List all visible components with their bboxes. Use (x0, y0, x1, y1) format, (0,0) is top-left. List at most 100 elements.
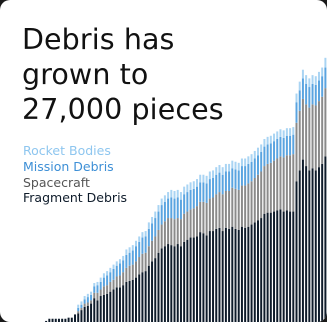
bar-rocket-bodies-68 (221, 167, 224, 175)
bar-mission-debris-70 (228, 171, 231, 191)
bar-fragment-debris-27 (90, 303, 93, 322)
bar-mission-debris-78 (253, 158, 256, 178)
bar-spacecraft-37 (122, 272, 125, 286)
bar-rocket-bodies-24 (80, 301, 83, 305)
bar-spacecraft-53 (173, 219, 176, 247)
bar-rocket-bodies-88 (285, 128, 288, 136)
bar-rocket-bodies-91 (295, 93, 298, 103)
bar-fragment-debris-41 (135, 277, 137, 322)
bar-fragment-debris-71 (231, 226, 234, 322)
bar-fragment-debris-59 (192, 237, 195, 322)
bar-rocket-bodies-49 (160, 198, 163, 206)
bar-rocket-bodies-71 (231, 160, 234, 169)
bar-spacecraft-79 (256, 174, 259, 221)
bar-spacecraft-89 (289, 155, 292, 212)
bar-mission-debris-54 (176, 197, 179, 219)
bar-mission-debris-46 (151, 223, 154, 241)
bar-spacecraft-69 (224, 190, 227, 228)
bar-spacecraft-29 (96, 292, 99, 301)
legend-item-fragment-debris: Fragment Debris (23, 190, 128, 206)
bar-rocket-bodies-66 (215, 167, 218, 175)
bar-mission-debris-93 (301, 78, 304, 99)
bar-fragment-debris-99 (321, 163, 324, 322)
bar-fragment-debris-86 (279, 209, 282, 322)
bar-mission-debris-44 (144, 236, 147, 253)
bar-spacecraft-65 (212, 197, 215, 232)
bar-mission-debris-96 (311, 83, 314, 105)
bar-rocket-bodies-84 (273, 133, 276, 142)
bar-fragment-debris-61 (199, 232, 202, 322)
bar-mission-debris-94 (305, 83, 308, 105)
bar-spacecraft-28 (93, 292, 96, 299)
bar-spacecraft-50 (163, 221, 166, 247)
bar-rocket-bodies-31 (102, 273, 105, 278)
bar-mission-debris-42 (138, 241, 141, 258)
bar-spacecraft-27 (90, 300, 93, 304)
bar-spacecraft-36 (118, 275, 121, 288)
bar-mission-debris-73 (237, 170, 240, 190)
bar-spacecraft-62 (202, 201, 205, 234)
bar-fragment-debris-23 (77, 313, 80, 322)
bar-mission-debris-43 (141, 237, 144, 254)
bar-rocket-bodies-37 (122, 255, 125, 261)
bar-fragment-debris-21 (70, 317, 73, 322)
bar-mission-debris-39 (128, 252, 131, 266)
bar-mission-debris-58 (189, 189, 192, 210)
bar-rocket-bodies-45 (147, 222, 150, 229)
bar-spacecraft-47 (154, 236, 157, 259)
bar-rocket-bodies-47 (154, 211, 157, 219)
bar-mission-debris-92 (298, 90, 301, 111)
bar-spacecraft-64 (208, 198, 211, 232)
bar-rocket-bodies-26 (86, 293, 89, 298)
bar-rocket-bodies-53 (173, 190, 176, 199)
bar-fragment-debris-50 (163, 246, 166, 322)
bar-fragment-debris-17 (57, 318, 60, 322)
bar-rocket-bodies-76 (247, 156, 250, 164)
bar-fragment-debris-64 (208, 231, 211, 322)
bar-fragment-debris-25 (83, 306, 86, 322)
bar-spacecraft-99 (321, 96, 324, 164)
bar-spacecraft-92 (298, 110, 301, 171)
bar-spacecraft-81 (263, 166, 266, 214)
bar-spacecraft-78 (253, 177, 256, 223)
bar-mission-debris-59 (192, 188, 195, 209)
bar-mission-debris-90 (292, 134, 295, 155)
bar-rocket-bodies-56 (183, 186, 186, 195)
bar-fragment-debris-85 (276, 210, 279, 322)
bar-fragment-debris-75 (244, 227, 247, 322)
bar-mission-debris-86 (279, 136, 282, 157)
bar-mission-debris-87 (282, 137, 285, 158)
bar-fragment-debris-60 (196, 236, 198, 322)
bar-fragment-debris-48 (157, 252, 160, 322)
bar-spacecraft-24 (80, 307, 83, 311)
bar-fragment-debris-46 (151, 261, 154, 322)
bar-fragment-debris-19 (64, 318, 67, 322)
bar-mission-debris-26 (86, 297, 89, 303)
bar-spacecraft-25 (83, 303, 86, 307)
bar-fragment-debris-93 (301, 159, 304, 322)
bar-rocket-bodies-35 (115, 261, 118, 266)
bar-fragment-debris-70 (228, 228, 231, 322)
bar-fragment-debris-16 (54, 318, 57, 322)
bar-mission-debris-25 (83, 299, 86, 304)
bar-rocket-bodies-73 (237, 162, 240, 171)
bar-fragment-debris-47 (154, 258, 157, 322)
bar-mission-debris-76 (247, 163, 250, 184)
bar-rocket-bodies-80 (260, 144, 263, 153)
bar-fragment-debris-92 (298, 170, 301, 322)
bar-mission-debris-30 (99, 281, 102, 290)
bar-rocket-bodies-58 (189, 182, 192, 190)
bar-rocket-bodies-94 (305, 75, 308, 84)
bar-spacecraft-61 (199, 201, 202, 233)
bar-rocket-bodies-87 (282, 130, 285, 138)
bar-fragment-debris-80 (260, 218, 263, 322)
bar-spacecraft-54 (176, 218, 179, 245)
bar-fragment-debris-36 (118, 287, 121, 322)
bar-fragment-debris-14 (48, 318, 51, 322)
bar-mission-debris-40 (131, 250, 134, 265)
bar-spacecraft-77 (250, 181, 253, 225)
bar-rocket-bodies-82 (266, 136, 269, 145)
bar-spacecraft-87 (282, 157, 285, 212)
bar-rocket-bodies-70 (228, 163, 231, 172)
bar-fragment-debris-35 (115, 287, 118, 322)
